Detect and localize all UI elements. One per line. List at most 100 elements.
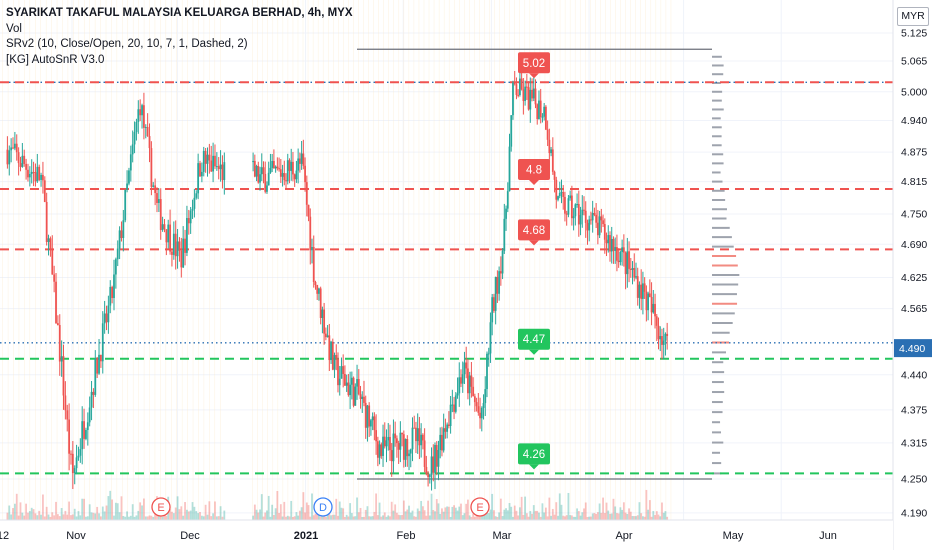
candle-body (266, 185, 268, 192)
candle-body (135, 122, 138, 133)
volume-bar (330, 515, 332, 520)
candle-body (271, 160, 274, 168)
volume-bar (114, 502, 117, 520)
volume-bar (283, 501, 286, 520)
candle-body (642, 283, 644, 299)
candle-body (406, 439, 409, 457)
volume-bar (442, 511, 445, 520)
volume-bar (292, 516, 294, 520)
volume-bar (60, 508, 63, 520)
candle-body (363, 396, 365, 403)
candle-body (300, 153, 303, 164)
volume-bar (430, 493, 433, 520)
candle-body (103, 313, 106, 324)
volume-bar (347, 516, 350, 520)
volume-bar (661, 502, 663, 520)
volume-bar (278, 513, 280, 520)
candle-body (643, 283, 646, 292)
candle-body (546, 129, 549, 140)
candle-body (219, 164, 222, 170)
candle-body (564, 196, 566, 214)
candle-body (538, 100, 540, 119)
volume-bar (550, 515, 552, 520)
volume-bar (439, 513, 442, 520)
volume-bar (564, 516, 566, 520)
time-axis-bg (0, 520, 893, 550)
candle-body (350, 377, 353, 385)
volume-bar (152, 516, 155, 520)
volume-bar (501, 516, 504, 520)
volume-bar (584, 502, 587, 520)
candle-body (524, 86, 527, 101)
candle-body (157, 199, 160, 203)
candle-body (178, 241, 181, 251)
level-flag-label: 4.47 (523, 334, 545, 346)
candle-body (197, 163, 200, 194)
candle-body (302, 153, 305, 166)
candle-body (567, 198, 570, 215)
candle-body (189, 210, 192, 224)
volume-bar (437, 503, 440, 520)
volume-bar (267, 495, 270, 520)
indicator-srv2[interactable]: SRv2 (10, Close/Open, 20, 10, 7, 1, Dash… (6, 38, 248, 50)
volume-bar (531, 513, 533, 520)
candle-body (278, 168, 280, 170)
candle-body (27, 169, 29, 178)
volume-bar (499, 498, 502, 520)
volume-bar (27, 512, 29, 520)
candle-body (131, 144, 134, 155)
candle-body (361, 396, 364, 400)
candle-body (43, 180, 46, 202)
indicator-vol[interactable]: Vol (6, 22, 22, 35)
volume-bar (143, 498, 145, 520)
candle-body (633, 268, 636, 278)
candle-body (118, 230, 121, 249)
volume-bar (118, 512, 121, 520)
volume-bar (543, 512, 546, 520)
volume-bar (447, 506, 450, 520)
candle-body (486, 353, 488, 390)
volume-bar (34, 513, 37, 520)
volume-bar (378, 502, 381, 520)
candle-body (111, 286, 114, 298)
price-axis[interactable]: 5.125 5.065 5.000 4.940 4.875 4.815 4.750 4.690… (892, 0, 932, 550)
y-tick-label: 4.940 (901, 115, 927, 127)
symbol-title[interactable]: SYARIKAT TAKAFUL MALAYSIA KELUARGA BERHA… (6, 7, 353, 19)
candle-body (666, 333, 669, 337)
candle-body (143, 105, 145, 128)
volume-bar (596, 512, 599, 520)
volume-bar (376, 515, 379, 520)
candle-body (621, 247, 624, 252)
volume-bar (435, 499, 438, 520)
candle-body (416, 428, 419, 442)
volume-bar (382, 515, 384, 520)
candle-body (40, 174, 42, 180)
volume-bar (560, 504, 563, 520)
candle-body (285, 180, 287, 182)
volume-bar (58, 516, 61, 520)
candle-body (548, 139, 551, 154)
candle-body (579, 215, 582, 225)
time-axis[interactable]: 12 Nov Dec 2021 Feb Mar Apr May Jun (0, 519, 893, 550)
candle-body (92, 391, 95, 395)
volume-bar (569, 515, 572, 520)
indicator-autosnr[interactable]: [KG] AutoSnR V3.0 (6, 53, 105, 66)
candle-body (512, 82, 514, 116)
volume-bar (361, 516, 364, 520)
candle-body (536, 104, 539, 119)
volume-bar (323, 513, 326, 520)
candle-body (90, 391, 93, 408)
candle-body (581, 209, 584, 216)
candle-body (572, 216, 575, 219)
currency-badge[interactable]: MYR (897, 7, 929, 26)
candle-body (298, 158, 301, 164)
candle-body (49, 238, 52, 250)
volume-bar (269, 516, 272, 520)
candle-body (657, 325, 660, 340)
candle-body (23, 155, 26, 164)
candle-body (47, 238, 50, 242)
y-tick-label: 4.250 (901, 474, 927, 486)
volume-bar (515, 510, 518, 520)
